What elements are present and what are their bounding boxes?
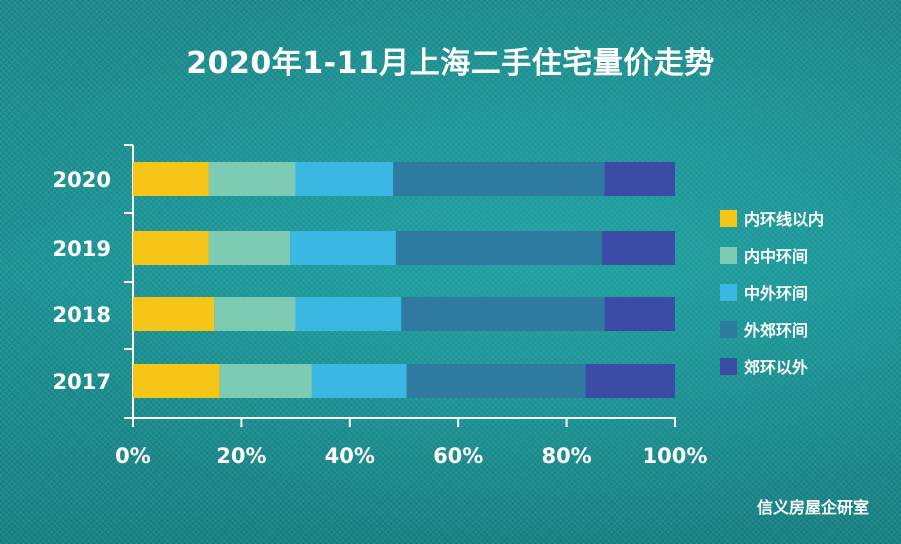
y-tick-label-2020: 2020 (53, 168, 111, 192)
bar-segment-2018-4 (604, 297, 675, 331)
bar-segment-2017-4 (585, 364, 675, 398)
bar-segment-2020-3 (393, 162, 605, 196)
bar-segment-2020-2 (295, 162, 394, 196)
legend-label: 郊环以外 (744, 358, 808, 377)
bar-segment-2019-4 (601, 231, 675, 265)
bar-segment-2020-0 (133, 162, 209, 196)
legend-swatch (720, 284, 737, 301)
bar-segment-2019-3 (395, 231, 602, 265)
x-tick-label: 20% (216, 444, 266, 468)
y-tick-label-2017: 2017 (53, 370, 111, 394)
bar-segment-2017-1 (219, 364, 312, 398)
legend-swatch (720, 210, 737, 227)
y-tick-label-2018: 2018 (53, 303, 111, 327)
bars (133, 162, 675, 398)
chart-title: 2020年1-11月上海二手住宅量价走势 (186, 46, 715, 81)
bar-segment-2018-1 (214, 297, 296, 331)
source-credit: 信义房屋企研室 (756, 498, 869, 517)
bar-segment-2019-0 (133, 231, 209, 265)
x-tick-label: 80% (541, 444, 591, 468)
bar-segment-2020-4 (604, 162, 675, 196)
legend-label: 内中环间 (744, 247, 808, 266)
legend-label: 外郊环间 (743, 321, 808, 340)
y-tick-label-2019: 2019 (53, 237, 111, 261)
x-tick-label: 60% (433, 444, 483, 468)
bar-segment-2017-2 (311, 364, 407, 398)
legend-swatch (720, 247, 737, 264)
x-tick-label: 0% (115, 444, 151, 468)
bar-segment-2019-1 (208, 231, 291, 265)
legend-label: 中外环间 (744, 284, 808, 303)
bar-segment-2017-3 (406, 364, 586, 398)
x-tick-label: 40% (325, 444, 375, 468)
bar-segment-2018-2 (295, 297, 402, 331)
x-tick-label: 100% (643, 444, 708, 468)
bar-segment-2018-3 (401, 297, 605, 331)
x-tick-labels: 0% 20% 40% 60% 80% 100% (115, 444, 707, 468)
y-tick-labels: 2020 2019 2018 2017 (53, 168, 111, 394)
legend-swatch (720, 358, 737, 375)
legend-label: 内环线以内 (744, 210, 824, 229)
bar-segment-2020-1 (208, 162, 296, 196)
legend-swatch (720, 321, 737, 338)
bar-segment-2019-2 (290, 231, 396, 265)
bar-segment-2018-0 (133, 297, 215, 331)
bar-segment-2017-0 (133, 364, 220, 398)
